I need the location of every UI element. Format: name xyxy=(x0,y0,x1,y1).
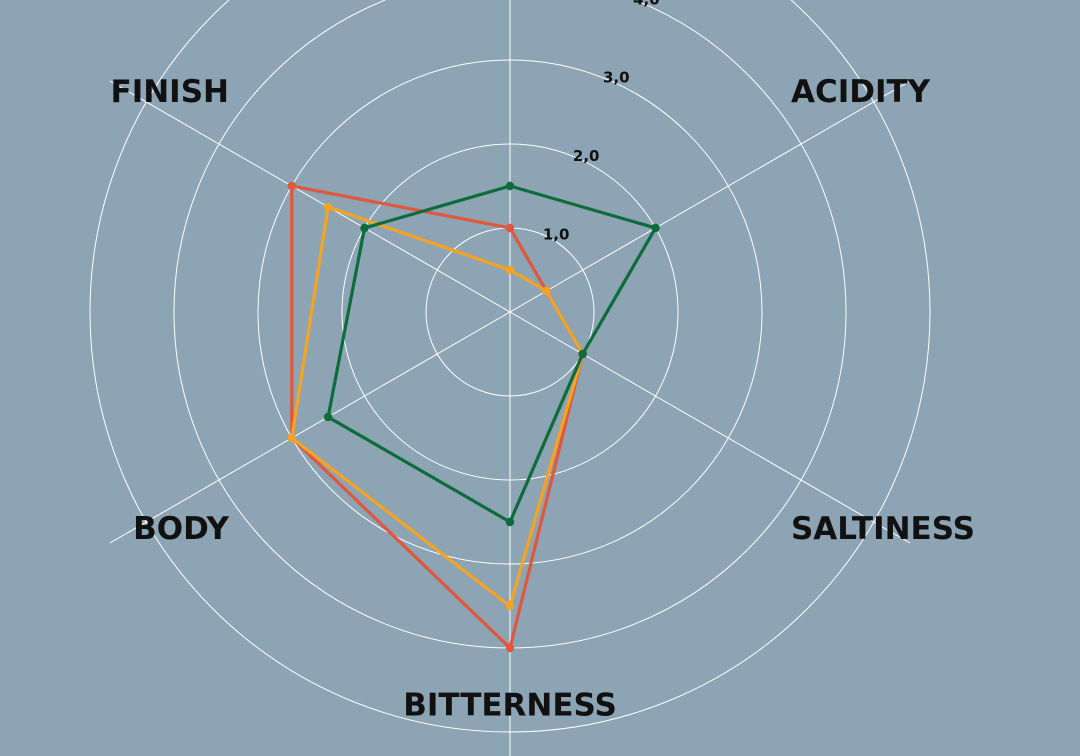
axis-label-saltiness: SALTINESS xyxy=(791,511,975,547)
series-1 xyxy=(287,181,587,653)
series-line xyxy=(290,204,585,609)
axis-label-acidity: ACIDITY xyxy=(791,74,931,110)
spoke-1 xyxy=(509,80,911,313)
data-point xyxy=(287,181,296,191)
data-point xyxy=(360,223,369,233)
data-point xyxy=(323,412,333,422)
r-tick-label: 1,0 xyxy=(543,226,570,244)
axis-labels: ACIDITY SALTINESS BITTERNESS BODY FINISH xyxy=(111,74,975,723)
spoke-4 xyxy=(109,311,511,544)
series-3 xyxy=(323,181,660,527)
data-point xyxy=(505,601,515,611)
series-2 xyxy=(287,202,587,611)
data-point xyxy=(505,181,515,191)
data-point xyxy=(542,286,551,296)
axis-label-finish: FINISH xyxy=(111,74,229,110)
radial-tick-labels: 1,0 2,0 3,0 4,0 xyxy=(543,0,660,244)
axis-label-bitterness: BITTERNESS xyxy=(403,687,617,723)
series-line xyxy=(290,184,585,652)
data-point xyxy=(287,433,296,443)
data-point xyxy=(505,265,515,275)
r-tick-label: 3,0 xyxy=(603,69,630,87)
axis-label-body: BODY xyxy=(133,511,229,547)
r-tick-label: 2,0 xyxy=(573,147,600,165)
grid xyxy=(89,0,931,756)
data-point xyxy=(505,223,515,233)
spoke-2 xyxy=(509,311,911,544)
r-tick-label: 4,0 xyxy=(633,0,660,8)
data-point xyxy=(578,349,587,359)
series-group xyxy=(287,181,660,653)
series-line xyxy=(326,184,658,525)
data-point xyxy=(651,223,660,233)
data-point xyxy=(323,202,333,212)
data-point xyxy=(505,643,515,653)
spoke-5 xyxy=(109,80,511,313)
data-point xyxy=(505,517,515,527)
